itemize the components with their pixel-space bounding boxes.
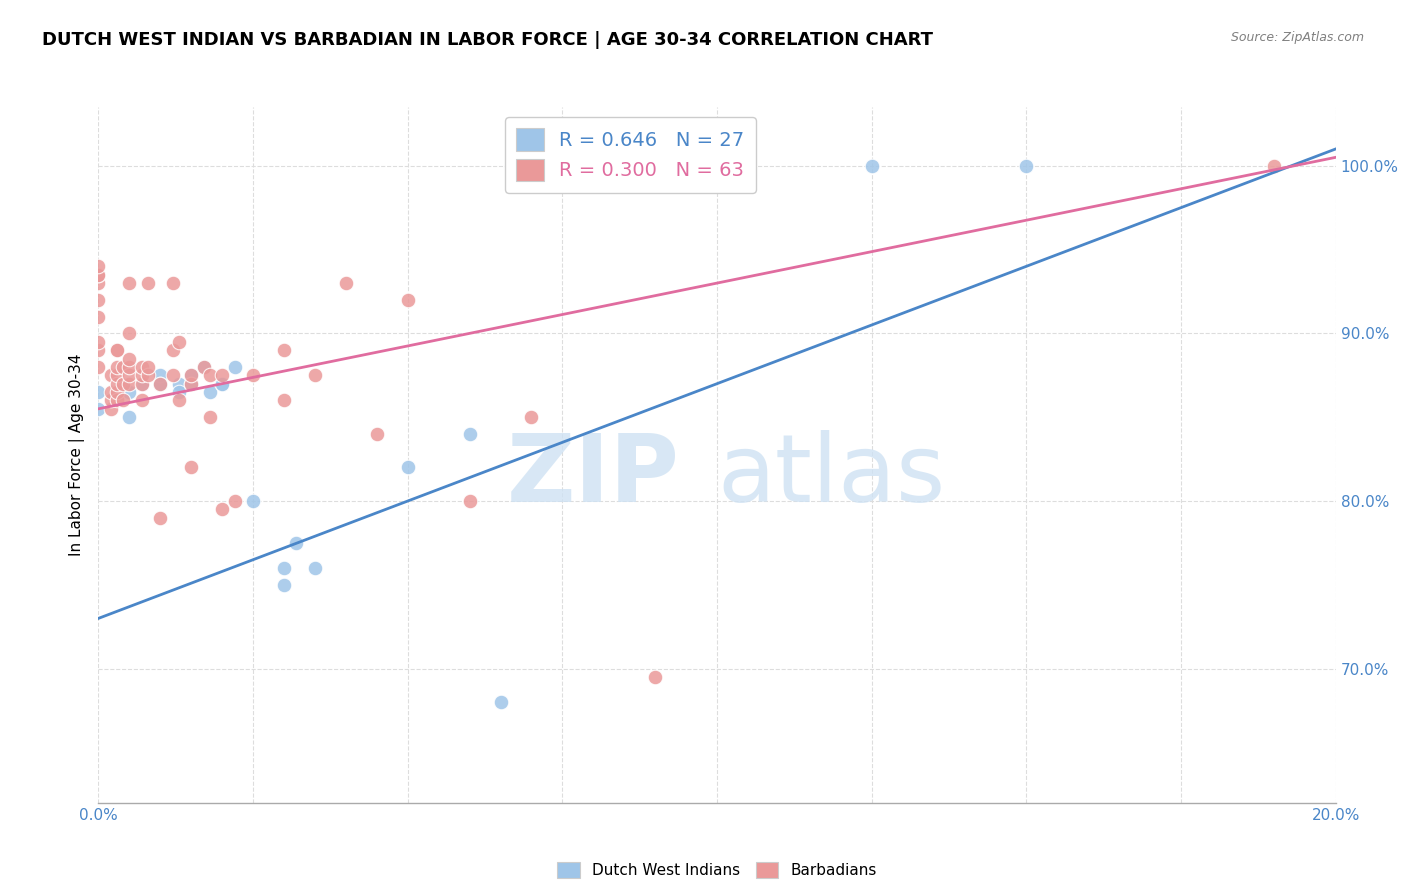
Point (100, 393, 122, 408)
Point (396, 293, 419, 307)
Legend: Dutch West Indians, Barbadians: Dutch West Indians, Barbadians (550, 855, 884, 886)
Point (136, 368, 159, 383)
Point (87, 385, 110, 400)
Point (112, 359, 135, 374)
Point (162, 276, 184, 290)
Point (136, 359, 159, 374)
Point (520, 410, 543, 425)
Point (87, 310, 110, 324)
Point (118, 276, 141, 290)
Point (396, 460, 419, 475)
Point (87, 268, 110, 282)
Point (100, 385, 122, 400)
Point (198, 385, 221, 400)
Point (644, 670, 666, 684)
Point (105, 343, 128, 358)
Point (105, 376, 128, 391)
Point (1015, 159, 1038, 173)
Point (87, 359, 110, 374)
Point (105, 343, 128, 358)
Point (489, 695, 512, 709)
Point (193, 359, 215, 374)
Text: Source: ZipAtlas.com: Source: ZipAtlas.com (1230, 31, 1364, 45)
Point (180, 460, 202, 475)
Point (149, 510, 172, 524)
Point (100, 368, 122, 383)
Point (180, 376, 202, 391)
Text: ZIP: ZIP (508, 430, 681, 522)
Point (304, 368, 326, 383)
Point (167, 334, 190, 349)
Point (211, 376, 233, 391)
Point (87, 293, 110, 307)
Point (149, 376, 172, 391)
Point (87, 276, 110, 290)
Point (366, 427, 388, 442)
Point (118, 326, 141, 341)
Point (273, 393, 295, 408)
Point (87, 401, 110, 416)
Point (112, 376, 135, 391)
Point (131, 393, 153, 408)
Point (87, 343, 110, 358)
Point (167, 393, 190, 408)
Point (273, 343, 295, 358)
Point (118, 410, 141, 425)
Point (198, 368, 221, 383)
Point (131, 359, 153, 374)
Point (131, 376, 153, 391)
Point (273, 561, 295, 575)
Point (105, 368, 128, 383)
Point (105, 385, 128, 400)
Point (273, 578, 295, 592)
Point (193, 359, 215, 374)
Point (458, 427, 481, 442)
Point (112, 393, 135, 408)
Point (285, 536, 308, 550)
Y-axis label: In Labor Force | Age 30-34: In Labor Force | Age 30-34 (69, 353, 84, 557)
Point (304, 561, 326, 575)
Point (198, 410, 221, 425)
Point (118, 351, 141, 366)
Point (87, 260, 110, 274)
Point (1263, 159, 1285, 173)
Point (87, 334, 110, 349)
Point (211, 376, 233, 391)
Point (211, 368, 233, 383)
Text: atlas: atlas (717, 430, 945, 522)
Point (149, 376, 172, 391)
Point (224, 359, 246, 374)
Point (105, 393, 128, 408)
Point (224, 494, 246, 508)
Point (242, 494, 264, 508)
Point (118, 376, 141, 391)
Point (105, 359, 128, 374)
Point (118, 368, 141, 383)
Point (167, 385, 190, 400)
Point (118, 359, 141, 374)
Point (149, 376, 172, 391)
Point (118, 385, 141, 400)
Point (149, 368, 172, 383)
Point (180, 368, 202, 383)
Point (242, 368, 264, 383)
Point (136, 276, 159, 290)
Point (131, 368, 153, 383)
Point (335, 276, 357, 290)
Point (87, 268, 110, 282)
Point (167, 376, 190, 391)
Point (458, 494, 481, 508)
Point (131, 376, 153, 391)
Point (180, 376, 202, 391)
Point (162, 343, 184, 358)
Point (100, 401, 122, 416)
Text: DUTCH WEST INDIAN VS BARBADIAN IN LABOR FORCE | AGE 30-34 CORRELATION CHART: DUTCH WEST INDIAN VS BARBADIAN IN LABOR … (42, 31, 934, 49)
Point (162, 368, 184, 383)
Point (180, 368, 202, 383)
Point (860, 159, 883, 173)
Point (211, 502, 233, 516)
